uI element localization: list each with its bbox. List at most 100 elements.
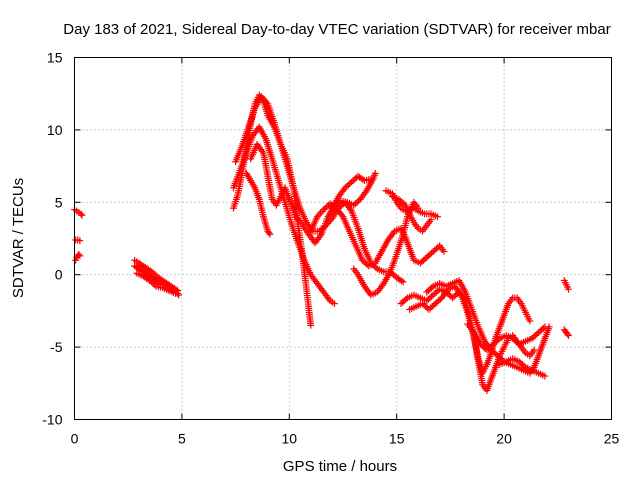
x-tick-label: 25 xyxy=(604,431,620,447)
data-point xyxy=(491,339,499,347)
data-point xyxy=(331,300,338,308)
x-tick-label: 10 xyxy=(282,431,298,447)
data-point xyxy=(565,285,572,293)
y-tick-label: 15 xyxy=(47,50,63,66)
data-point xyxy=(526,317,534,325)
data-point xyxy=(78,211,86,219)
data-point xyxy=(72,256,79,264)
data-point xyxy=(400,200,408,208)
chart-title: Day 183 of 2021, Sidereal Day-to-day VTE… xyxy=(63,21,610,38)
data-point xyxy=(424,295,432,303)
data-point xyxy=(323,203,331,211)
data-point xyxy=(431,300,439,308)
data-point xyxy=(148,268,156,276)
data-point xyxy=(428,303,436,310)
data-point xyxy=(399,278,407,286)
data-point xyxy=(390,271,397,279)
data-point xyxy=(150,269,157,277)
data-point xyxy=(541,323,549,331)
data-point xyxy=(488,342,496,350)
data-point xyxy=(320,206,328,213)
data-point xyxy=(416,259,424,267)
data-point xyxy=(175,291,183,299)
data-point xyxy=(75,251,83,258)
data-point xyxy=(420,256,427,264)
data-point xyxy=(146,277,154,284)
data-point xyxy=(422,303,430,310)
data-point xyxy=(429,291,437,299)
data-point xyxy=(400,297,408,305)
data-point xyxy=(266,230,274,238)
data-point xyxy=(76,237,84,245)
data-point xyxy=(483,346,491,354)
data-point xyxy=(348,178,355,186)
data-point xyxy=(509,335,517,342)
data-point xyxy=(494,352,502,360)
data-point xyxy=(76,252,84,260)
data-point xyxy=(493,337,500,345)
data-point xyxy=(351,175,359,183)
data-point xyxy=(426,251,434,258)
data-point xyxy=(427,304,434,312)
data-point xyxy=(344,181,352,189)
x-tick-label: 15 xyxy=(389,431,405,447)
data-point xyxy=(398,198,406,206)
y-tick-label: -10 xyxy=(42,412,62,428)
data-point xyxy=(265,229,273,237)
data-point xyxy=(428,284,436,292)
data-marks xyxy=(71,91,572,394)
data-point xyxy=(395,196,403,203)
data-point xyxy=(418,258,426,266)
data-point xyxy=(360,258,368,266)
data-point xyxy=(428,293,436,300)
data-point xyxy=(429,248,437,255)
data-point xyxy=(346,180,354,187)
data-point xyxy=(151,281,158,289)
data-point xyxy=(450,293,458,300)
plot-frame xyxy=(74,57,612,420)
data-point xyxy=(426,285,434,293)
y-tick-label: 10 xyxy=(47,122,63,138)
data-point xyxy=(350,201,358,209)
data-point xyxy=(398,277,405,285)
data-point xyxy=(430,301,438,309)
y-tick-labels: -10 -5 0 5 10 15 xyxy=(42,50,62,428)
data-point xyxy=(434,213,441,221)
data-point xyxy=(355,197,362,205)
data-point xyxy=(565,332,572,339)
data-point xyxy=(397,197,404,205)
data-point xyxy=(343,182,351,190)
data-point xyxy=(492,350,500,358)
data-point xyxy=(485,345,492,352)
data-point xyxy=(440,248,448,255)
data-point xyxy=(359,176,367,183)
data-point xyxy=(427,216,435,224)
data-point xyxy=(172,290,179,297)
x-tick-label: 5 xyxy=(178,431,186,447)
data-point xyxy=(349,177,357,184)
data-point xyxy=(515,358,523,365)
data-point xyxy=(431,290,439,297)
data-point xyxy=(435,297,442,305)
data-point xyxy=(520,362,528,370)
data-point xyxy=(517,359,525,367)
data-point xyxy=(433,245,440,253)
data-point xyxy=(536,327,544,335)
data-point xyxy=(477,340,484,348)
data-point xyxy=(433,288,440,296)
data-point xyxy=(491,349,498,357)
data-point xyxy=(423,253,431,261)
axis-ticks xyxy=(74,57,612,420)
data-point xyxy=(371,169,379,177)
data-point xyxy=(528,335,536,342)
x-tick-label: 20 xyxy=(496,431,512,447)
data-point xyxy=(341,184,349,192)
data-point xyxy=(541,372,549,380)
data-point xyxy=(510,336,518,344)
data-point xyxy=(478,342,486,350)
data-point xyxy=(77,210,85,218)
grid xyxy=(74,57,612,420)
x-axis-label: GPS time / hours xyxy=(283,458,397,475)
data-point xyxy=(321,204,329,212)
